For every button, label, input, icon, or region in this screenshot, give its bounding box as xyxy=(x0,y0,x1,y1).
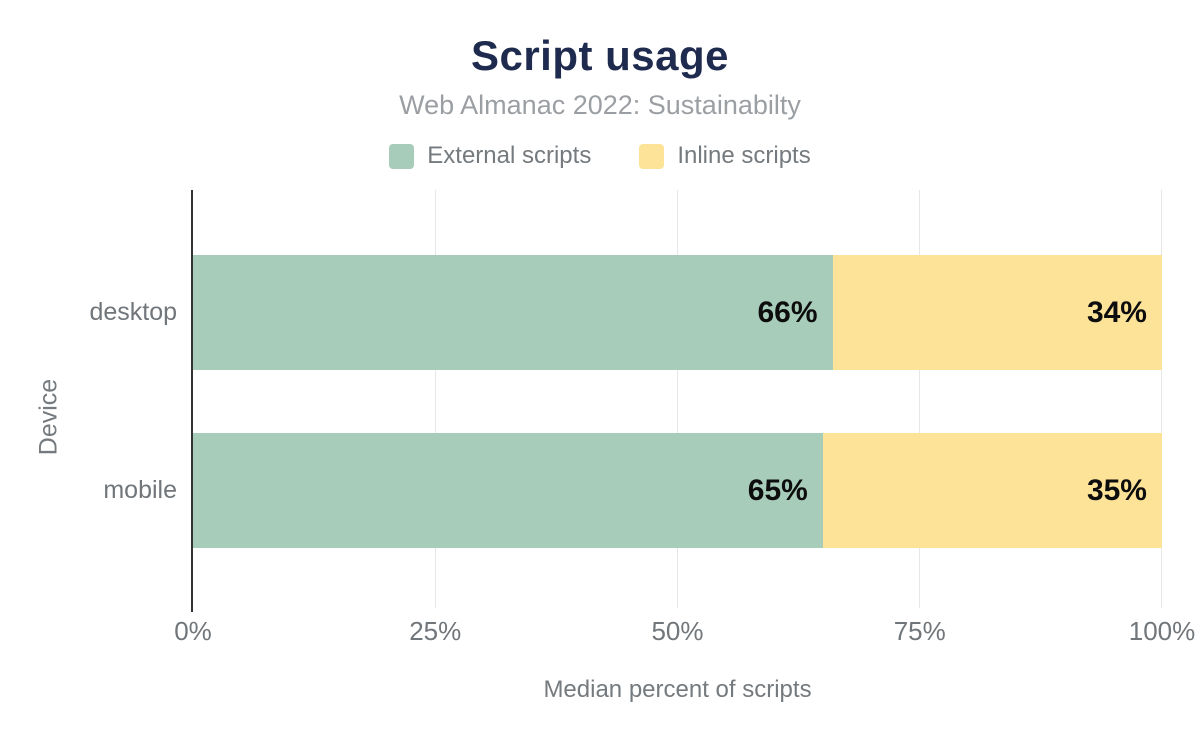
bar-value-label: 65% xyxy=(747,473,808,507)
bar-segment-mobile-inline-scripts[interactable]: 35% xyxy=(822,433,1162,548)
gridline-25 xyxy=(434,190,436,608)
legend-label: External scripts xyxy=(427,142,592,169)
y-tick-label-mobile: mobile xyxy=(103,476,177,504)
x-tick-label-25: 25% xyxy=(409,616,462,646)
x-axis-title: Median percent of scripts xyxy=(543,676,812,703)
gridline-75 xyxy=(919,190,921,608)
x-tick-label-75: 75% xyxy=(893,616,946,646)
bar-segment-mobile-external-scripts[interactable]: 65% xyxy=(193,433,823,548)
bar-value-label: 35% xyxy=(1086,473,1147,507)
legend: External scripts Inline scripts xyxy=(0,142,1200,170)
y-axis-title: Device xyxy=(34,378,63,456)
legend-label: Inline scripts xyxy=(677,142,811,169)
chart-subtitle: Web Almanac 2022: Sustainabilty xyxy=(399,90,801,120)
bar-value-label: 66% xyxy=(757,295,818,329)
gridline-100 xyxy=(1161,190,1162,608)
x-tick-label-0: 0% xyxy=(174,616,212,646)
plot-area: 66% 34% 65% 35% desktop mobile 0% 25% 50… xyxy=(89,190,1195,703)
external-scripts-swatch-icon xyxy=(389,143,415,169)
bar-row-mobile: 65% 35% xyxy=(193,433,1162,548)
bar-row-desktop: 66% 34% xyxy=(193,255,1162,370)
legend-item-external-scripts[interactable]: External scripts xyxy=(389,142,591,170)
legend-item-inline-scripts[interactable]: Inline scripts xyxy=(639,142,811,170)
gridline-50 xyxy=(677,190,678,608)
x-tick-label-100: 100% xyxy=(1128,616,1196,646)
y-axis-line xyxy=(191,190,193,612)
inline-scripts-swatch-icon xyxy=(639,143,665,169)
bar-value-label: 34% xyxy=(1086,295,1147,329)
chart-title: Script usage xyxy=(470,32,730,79)
bar-segment-desktop-inline-scripts[interactable]: 34% xyxy=(832,255,1162,370)
x-tick-label-50: 50% xyxy=(651,616,704,646)
bar-segment-desktop-external-scripts[interactable]: 66% xyxy=(193,255,833,370)
y-tick-label-desktop: desktop xyxy=(89,298,177,326)
